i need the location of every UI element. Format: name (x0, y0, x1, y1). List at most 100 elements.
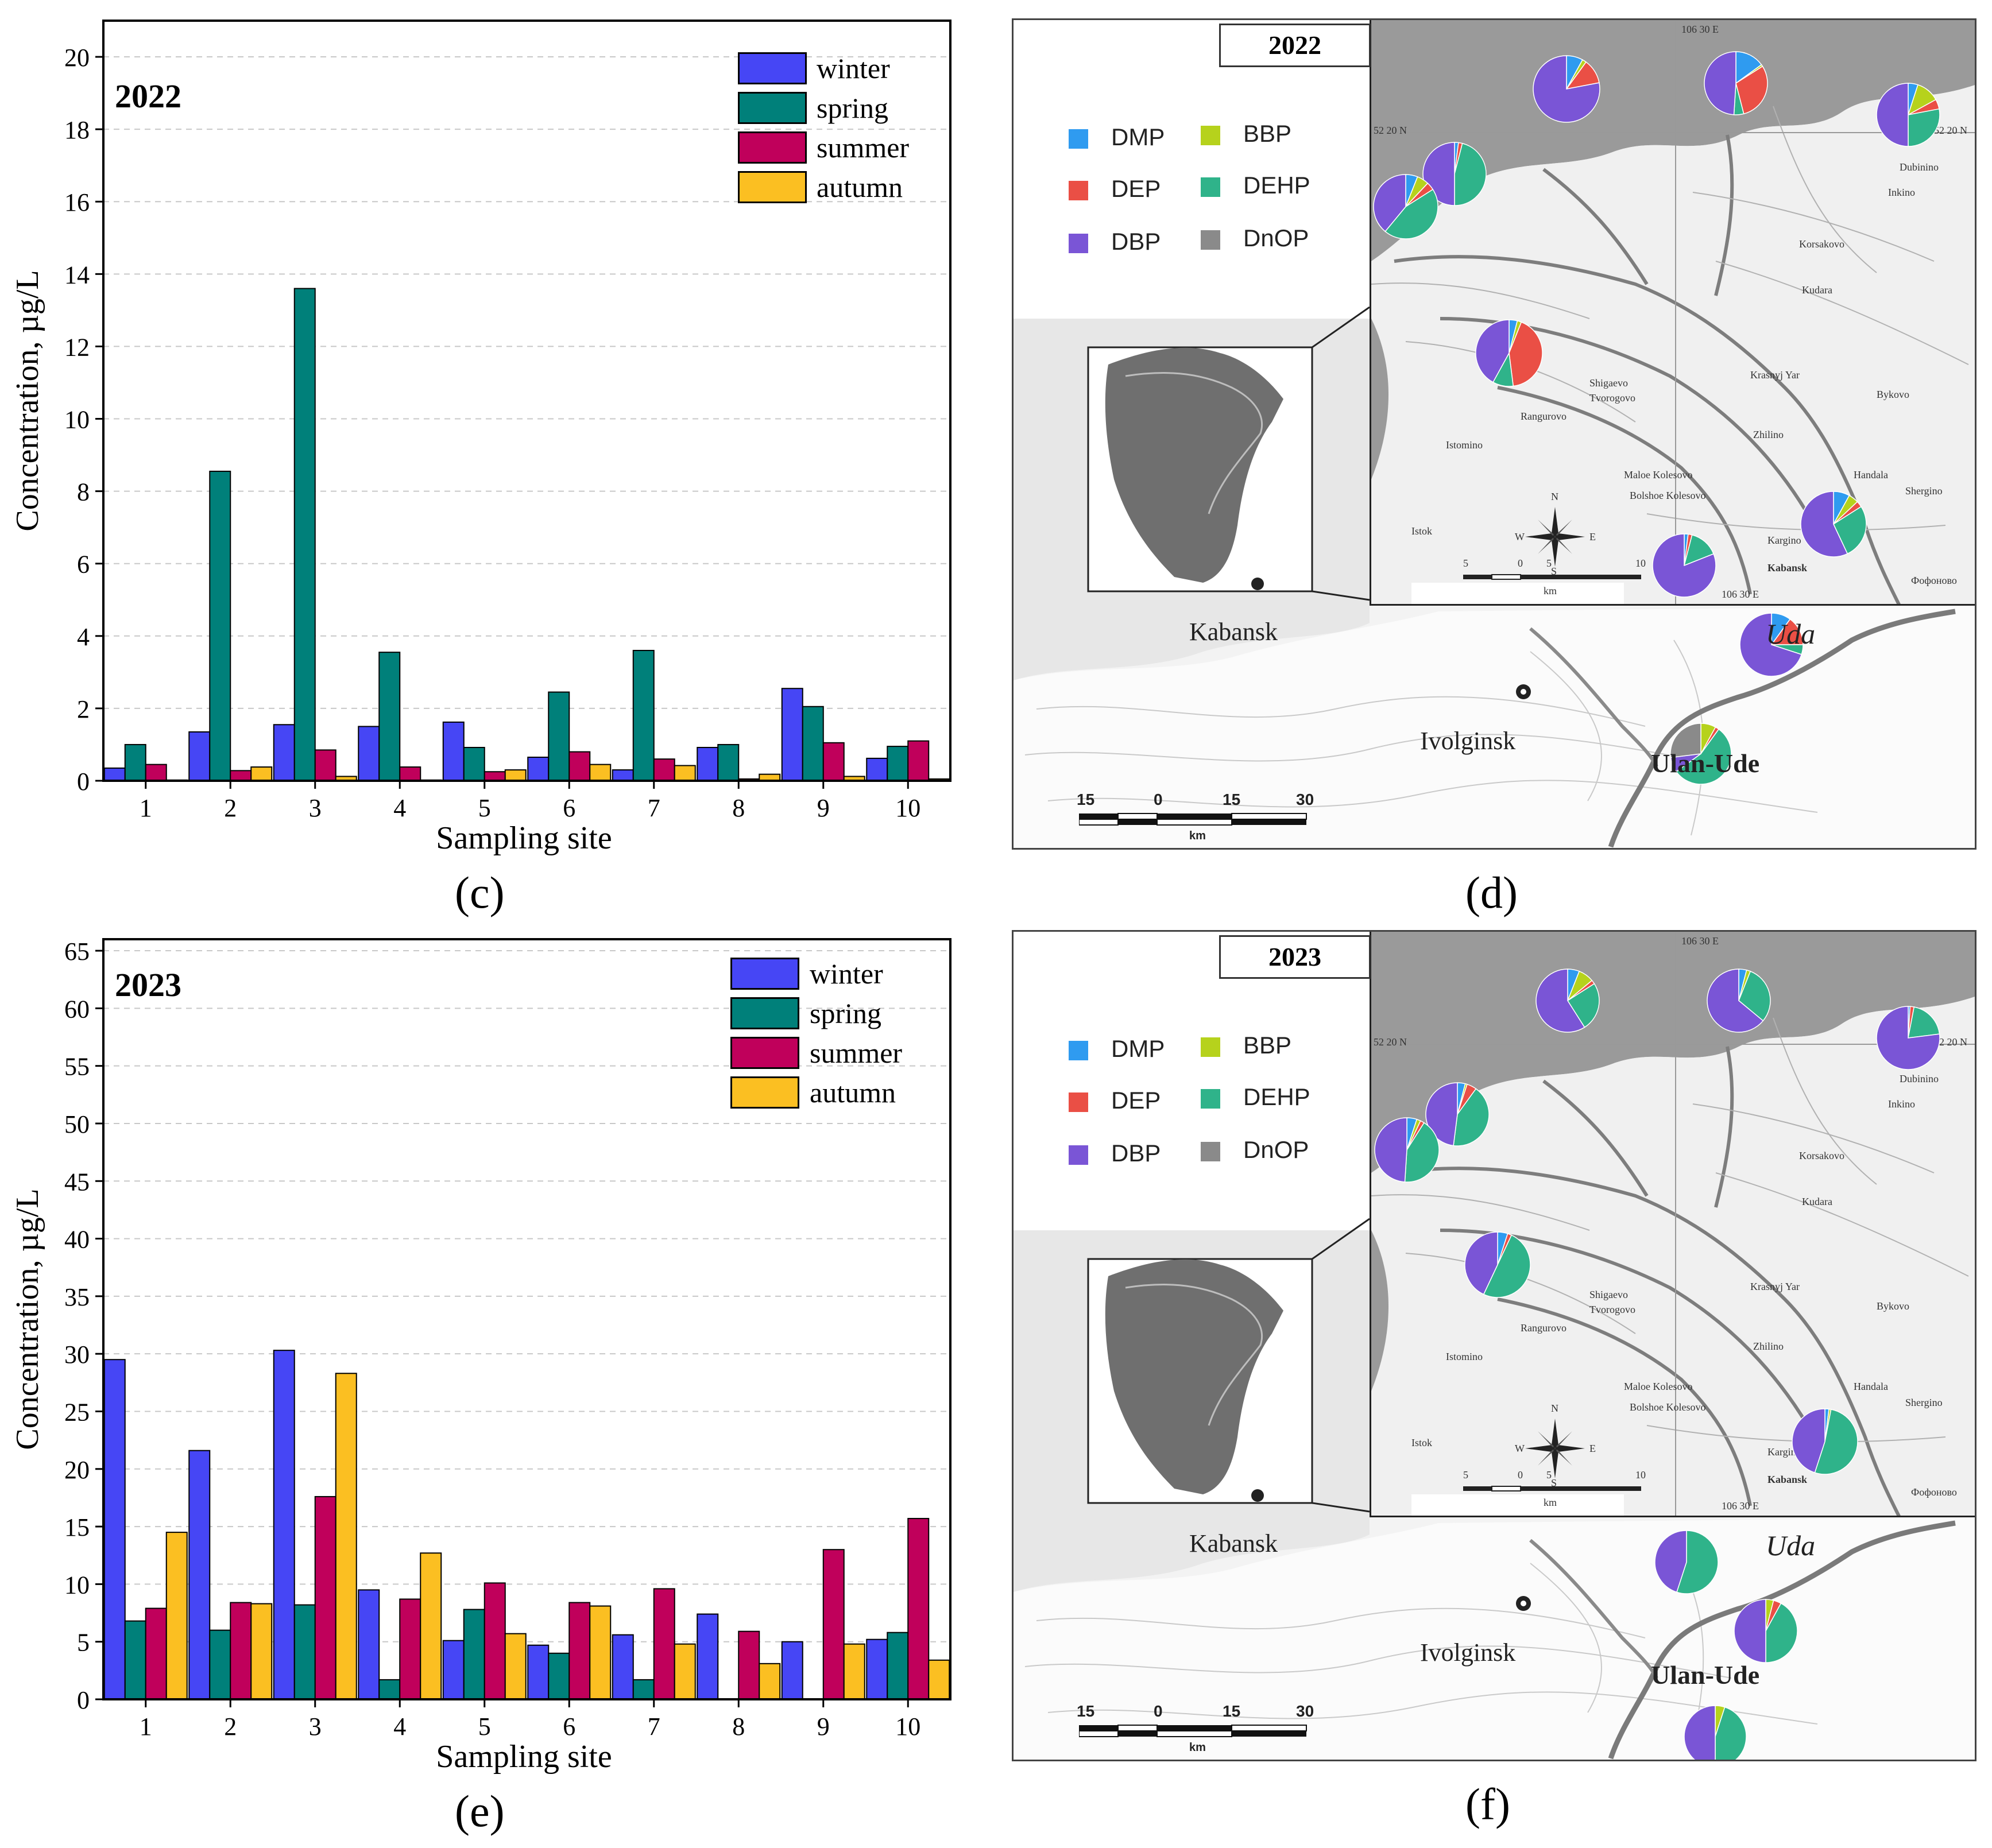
inset-scale-unit: km (1544, 1497, 1557, 1508)
pie-slice-dbp (1876, 1006, 1940, 1070)
main-scale-tick: 30 (1296, 1702, 1314, 1720)
village-istomino: Istomino (1446, 439, 1483, 451)
coord-lon: 106 30 E (1681, 935, 1719, 947)
pie-slice-dehp (1715, 1706, 1747, 1760)
bar-autumn-site-2 (250, 766, 273, 781)
comp-legend-bbp: BBP (1201, 120, 1291, 148)
pie-slice-dbp (1535, 968, 1585, 1033)
bar-summer-site-4 (399, 766, 421, 781)
village-bykovo: Bykovo (1877, 389, 1910, 400)
pie-marker (1374, 1117, 1440, 1183)
bar-spring-site-5 (463, 1609, 485, 1700)
inset-terrain (1371, 932, 1975, 1516)
bar-spring-site-2 (209, 1629, 231, 1700)
bar-spring-site-9 (802, 706, 824, 782)
comp-legend-dep: DEP (1069, 175, 1161, 203)
pie-slice-dbp (1734, 1599, 1766, 1663)
x-tick-label: 1 (140, 794, 152, 822)
bar-summer-site-1 (145, 1607, 167, 1700)
bar-autumn-site-6 (589, 764, 612, 781)
pie-marker (1652, 533, 1716, 598)
legend-key-summer (730, 1037, 799, 1069)
y-tick-label: 8 (77, 478, 90, 506)
bar-summer-site-9 (822, 1549, 845, 1700)
bar-spring-site-6 (548, 691, 570, 781)
coord-lat: 52 20 N (1374, 1036, 1407, 1048)
bar-summer-site-6 (568, 1602, 591, 1700)
bar-spring-site-7 (632, 650, 655, 781)
panel-f: 106 30 E 106 30 E 52 20 N 52 20 N Dubini… (1012, 930, 1976, 1848)
bar-winter-site-2 (188, 1450, 211, 1700)
bar-spring-site-4 (378, 1679, 401, 1700)
compass-w: W (1515, 531, 1525, 543)
pie-slice-dehp (1908, 108, 1940, 147)
village-bolshoe-kolesovo: Bolshoe Kolesovo (1630, 1401, 1706, 1413)
inset-scale-tick: 10 (1635, 557, 1646, 569)
legend-label-autumn: autumn (817, 171, 903, 203)
bar-winter-site-3 (273, 724, 295, 782)
village-handala: Handala (1854, 1381, 1888, 1392)
village-istok: Istok (1411, 525, 1432, 537)
pie-slice-dbp (1739, 613, 1803, 677)
bar-autumn-site-6 (589, 1605, 612, 1700)
bar-summer-site-10 (907, 1518, 930, 1700)
pie-slice-dbp (1533, 55, 1600, 123)
pie-slice-dehp (1908, 1006, 1940, 1039)
village-bykovo: Bykovo (1877, 1300, 1910, 1312)
x-tick-label: 10 (895, 1713, 920, 1741)
compass-n: N (1551, 491, 1558, 502)
bar-summer-site-2 (230, 770, 252, 782)
bar-winter-site-8 (697, 1613, 719, 1700)
pie-slice-dehp (1454, 142, 1487, 206)
legend-label-spring: spring (817, 92, 888, 124)
pie-slice-dbp (1792, 1408, 1825, 1474)
inset-scale-tick: 10 (1635, 1469, 1646, 1481)
pie-slice-dehp (1765, 1602, 1798, 1663)
city-kabansk: Kabansk (1189, 1529, 1278, 1558)
bar-summer-site-4 (399, 1598, 421, 1700)
legend-key-autumn (730, 1076, 799, 1109)
pie-slice-dbp (1425, 1082, 1458, 1146)
pie-slice-dbp (1475, 319, 1510, 383)
city-ivolginsk: Ivolginsk (1420, 727, 1516, 755)
pie-marker (1464, 1231, 1531, 1298)
village-shergino: Shergino (1905, 1397, 1943, 1408)
bar-winter-site-3 (273, 1350, 295, 1700)
panel-letter-e: (e) (455, 1786, 505, 1836)
pie-marker (1670, 723, 1732, 785)
y-tick-label: 4 (77, 623, 90, 651)
village-handala: Handala (1854, 469, 1888, 481)
bar-winter-site-1 (103, 767, 126, 782)
pie-marker (1373, 174, 1438, 239)
main-scale-tick: 15 (1077, 791, 1095, 808)
x-tick-label: 4 (393, 794, 406, 822)
pie-slice-dehp (1738, 970, 1771, 1022)
main-scalebar (1079, 813, 1307, 826)
bar-summer-site-3 (314, 1496, 336, 1700)
pie-marker (1684, 1705, 1747, 1760)
pie-layer-main (1652, 533, 1804, 785)
legend-label-winter: winter (810, 958, 883, 990)
bar-summer-site-3 (314, 749, 336, 782)
comp-legend-dbp: DBP (1069, 228, 1161, 255)
village-inkino: Inkino (1888, 187, 1915, 198)
y-tick-label: 65 (64, 937, 90, 966)
y-tick-label: 2 (77, 695, 90, 723)
bar-spring-site-10 (887, 1632, 909, 1700)
bar-summer-site-10 (907, 740, 930, 781)
x-tick-label: 7 (648, 794, 660, 822)
map-year-title: 2023 (1219, 935, 1371, 979)
inset-map: 106 30 E 106 30 E 52 20 N 52 20 N Dubini… (1370, 932, 1975, 1517)
bar-spring-site-8 (717, 743, 740, 782)
pie-marker (1475, 319, 1543, 387)
y-tick-label: 55 (64, 1053, 90, 1081)
pie-slice-dmp (1735, 51, 1762, 84)
inset-terrain (1371, 20, 1975, 604)
village-bolshoe-kolesovo: Bolshoe Kolesovo (1630, 490, 1706, 501)
legend-label-summer: summer (810, 1037, 903, 1069)
village-korsakovo: Korsakovo (1799, 238, 1844, 250)
x-tick-label: 6 (563, 1713, 575, 1741)
x-tick-label: 4 (393, 1713, 406, 1741)
comp-legend-bbp: BBP (1201, 1032, 1291, 1059)
